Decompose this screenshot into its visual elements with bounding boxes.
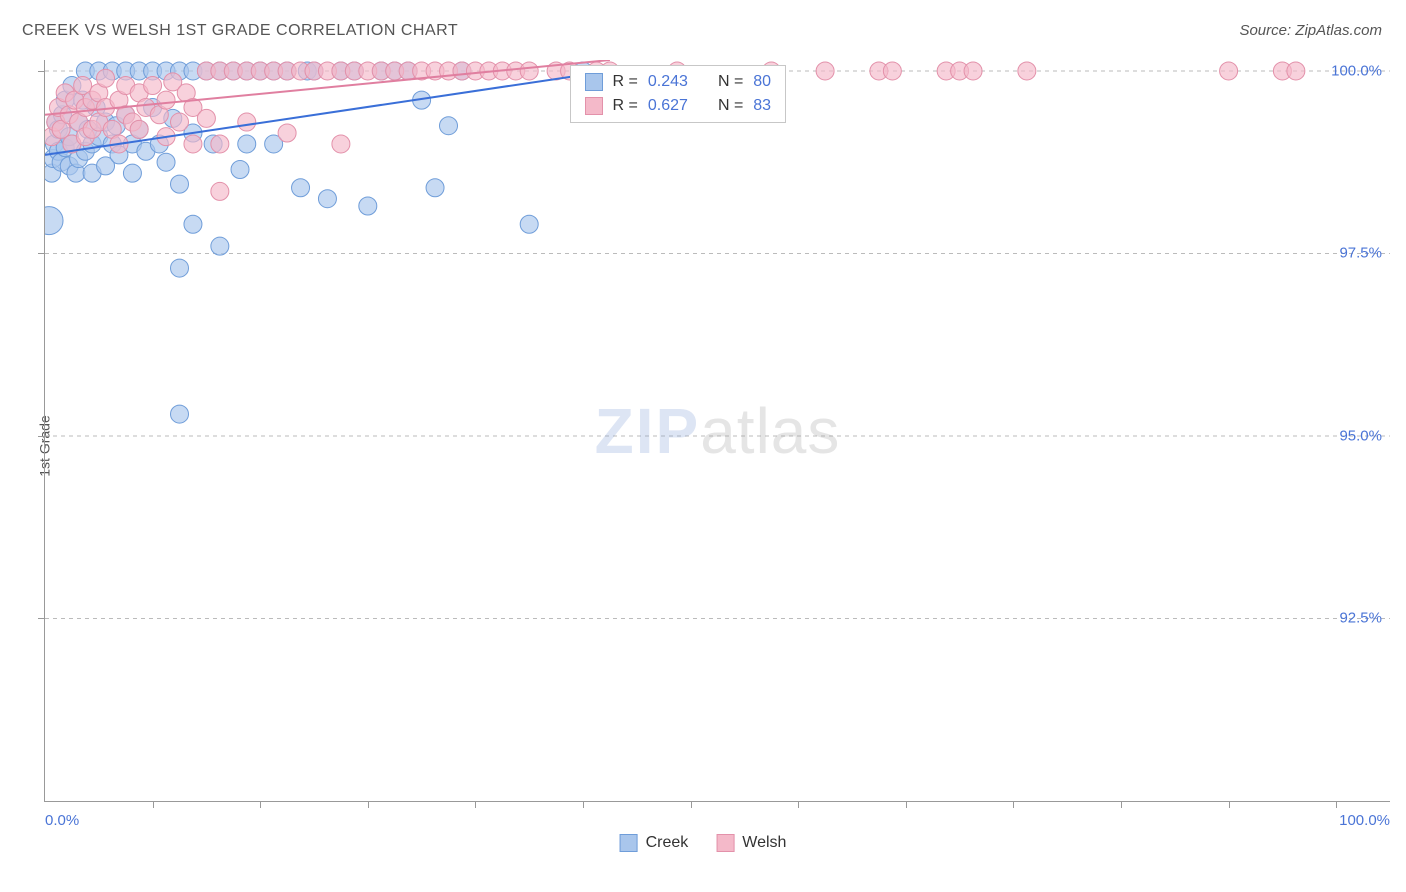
scatter-svg xyxy=(45,60,1390,801)
stat-welsh-r: 0.627 xyxy=(648,97,688,115)
legend-label-welsh: Welsh xyxy=(742,834,786,852)
stat-label-n2: N = xyxy=(718,97,743,115)
y-tick-label: 92.5% xyxy=(1339,610,1382,627)
source-attribution: Source: ZipAtlas.com xyxy=(1239,22,1382,39)
stat-creek-r: 0.243 xyxy=(648,73,688,91)
swatch-creek xyxy=(585,73,603,91)
y-tick-label: 100.0% xyxy=(1331,62,1382,79)
x-tick-max: 100.0% xyxy=(1339,812,1390,829)
chart-title: CREEK VS WELSH 1ST GRADE CORRELATION CHA… xyxy=(22,22,458,40)
stat-label-n: N = xyxy=(718,73,743,91)
plot-inner: ZIPatlas R = 0.243 N = 80 R = 0.627 N = xyxy=(44,60,1390,802)
plot-area: ZIPatlas R = 0.243 N = 80 R = 0.627 N = xyxy=(44,60,1390,802)
bottom-legend: Creek Welsh xyxy=(620,834,787,852)
legend-label-creek: Creek xyxy=(646,834,689,852)
stat-creek-n: 80 xyxy=(753,73,771,91)
stat-welsh-n: 83 xyxy=(753,97,771,115)
y-tick-label: 97.5% xyxy=(1339,245,1382,262)
chart-container: CREEK VS WELSH 1ST GRADE CORRELATION CHA… xyxy=(0,0,1406,892)
swatch-welsh xyxy=(585,97,603,115)
stat-label-r: R = xyxy=(613,73,638,91)
stats-row-welsh: R = 0.627 N = 83 xyxy=(571,94,786,118)
legend-item-creek: Creek xyxy=(620,834,689,852)
legend-item-welsh: Welsh xyxy=(716,834,786,852)
legend-swatch-welsh xyxy=(716,834,734,852)
stats-info-box: R = 0.243 N = 80 R = 0.627 N = 83 xyxy=(570,65,787,123)
x-tick-min: 0.0% xyxy=(45,812,79,829)
y-tick-label: 95.0% xyxy=(1339,427,1382,444)
stat-label-r2: R = xyxy=(613,97,638,115)
legend-swatch-creek xyxy=(620,834,638,852)
stats-row-creek: R = 0.243 N = 80 xyxy=(571,70,786,94)
